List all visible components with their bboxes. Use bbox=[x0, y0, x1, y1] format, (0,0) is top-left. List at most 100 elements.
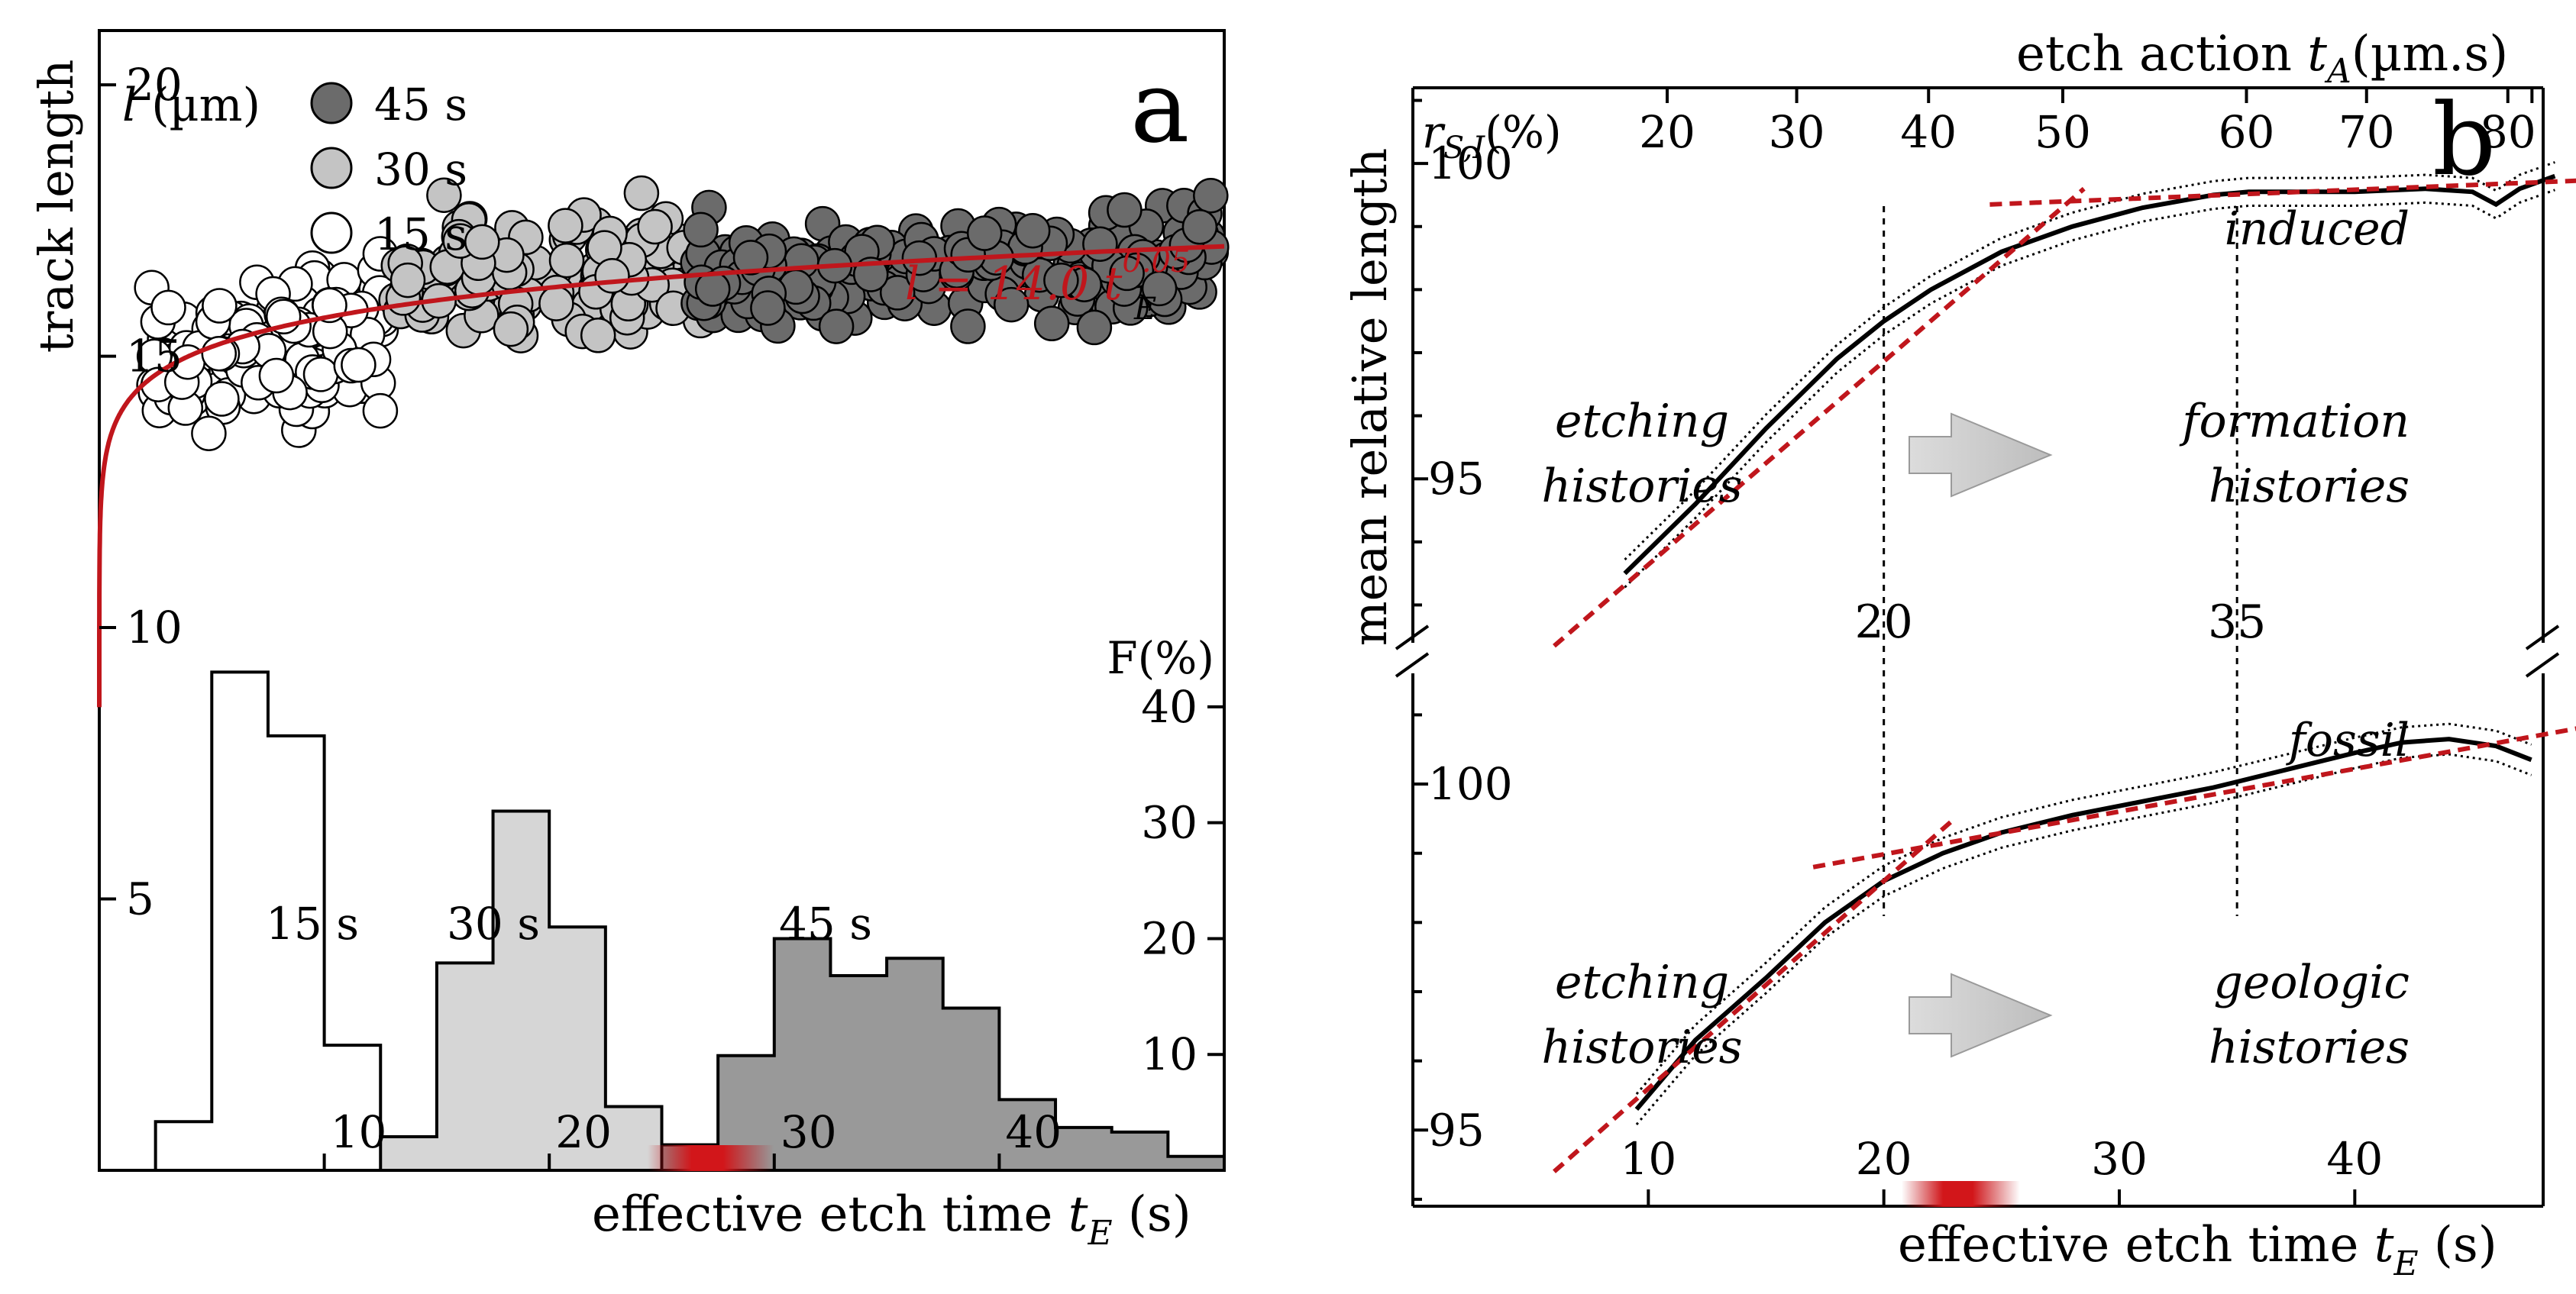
scatter-point-45s bbox=[966, 215, 1003, 251]
x-tick-label-10: 10 bbox=[331, 1106, 387, 1158]
panel-a: 20 15 10 5 40 30 20 10 10 20 30 40 a track length… bbox=[28, 29, 1230, 1253]
x-axis-title-b: effective etch time tE (s) bbox=[1898, 1217, 2497, 1283]
fossil-y-tick-label-100: 100 bbox=[1428, 758, 1513, 810]
annot-top-right-line2: histories bbox=[2209, 460, 2410, 513]
scatter-point-45s bbox=[750, 290, 786, 326]
panel-a-bottom-ticks: 10 20 30 40 bbox=[322, 1106, 1062, 1170]
x-tick-label-30: 30 bbox=[781, 1106, 837, 1158]
fossil-fit-line-1 bbox=[1553, 817, 1957, 1173]
top-tick-label-70: 70 bbox=[2338, 106, 2395, 158]
histogram-45s bbox=[660, 937, 1226, 1172]
panel-a-histograms bbox=[154, 670, 1226, 1172]
f-tick-label-10: 10 bbox=[1141, 1028, 1198, 1080]
hist-label-45s: 45 s bbox=[779, 898, 872, 950]
panel-a-right-ticks: 40 30 20 10 bbox=[1141, 681, 1224, 1080]
legend-marker-15s bbox=[310, 211, 353, 254]
induced-lower-bound bbox=[1624, 189, 2555, 589]
legend: 45 s 30 s 15 s bbox=[310, 79, 467, 260]
axis-break-right-2 bbox=[2525, 652, 2560, 678]
scatter-point-45s bbox=[1193, 177, 1229, 214]
annot-top-left-line2: histories bbox=[1541, 460, 1742, 513]
scatter-point-15s bbox=[150, 289, 186, 326]
y-unit-label: l (µm) bbox=[122, 79, 260, 132]
annot-bottom-right-line1: geologic bbox=[2213, 956, 2410, 1009]
f-tick-label-30: 30 bbox=[1141, 797, 1198, 849]
scatter-point-15s bbox=[204, 381, 240, 417]
scatter-point-30s bbox=[580, 318, 616, 353]
y-tick-label-15: 15 bbox=[126, 331, 183, 382]
hist-label-15s: 15 s bbox=[266, 898, 359, 950]
scatter-point-30s bbox=[548, 242, 585, 279]
right-axis-label-frequency: F(%) bbox=[1107, 632, 1214, 684]
panel-b-left-ticks: 100 95 100 95 bbox=[1413, 98, 1513, 1201]
b-x-tick-label-20: 20 bbox=[1856, 1133, 1912, 1185]
induced-y-tick-label-100: 100 bbox=[1428, 137, 1513, 189]
y-axis-title-track-length: track length bbox=[28, 60, 84, 353]
scatter-point-30s bbox=[637, 208, 673, 245]
scatter-point-45s bbox=[1014, 212, 1051, 249]
b-x-tick-label-30: 30 bbox=[2091, 1133, 2148, 1185]
scatter-point-30s bbox=[594, 258, 630, 294]
scatter-point-15s bbox=[302, 357, 339, 392]
scatter-point-30s bbox=[493, 311, 529, 347]
guide-label-20: 20 bbox=[1854, 595, 1912, 649]
panel-b-curves bbox=[1553, 161, 2576, 1173]
axis-break-left-1 bbox=[1395, 624, 1430, 650]
scatter-point-45s bbox=[950, 308, 986, 344]
scatter-point-15s bbox=[258, 357, 295, 394]
panel-b-vertical-guides: 20 35 bbox=[1854, 206, 2266, 916]
legend-marker-45s bbox=[310, 82, 353, 124]
panel-b-bottom-ticks: 10 20 30 40 bbox=[1620, 1133, 2383, 1206]
panel-b-label: b bbox=[2432, 82, 2496, 198]
scatter-point-45s bbox=[694, 271, 731, 307]
legend-label-30s: 30 s bbox=[374, 144, 467, 195]
y-axis-title-mean-relative-length: mean relative length bbox=[1342, 148, 1398, 646]
x-tick-label-20: 20 bbox=[555, 1106, 612, 1158]
fossil-upper-bound bbox=[1635, 722, 2532, 1096]
induced-y-tick-label-95: 95 bbox=[1428, 453, 1485, 505]
scatter-point-30s bbox=[426, 177, 462, 213]
y-tick-label-10: 10 bbox=[126, 602, 183, 653]
y-tick-label-5: 5 bbox=[126, 873, 154, 925]
label-induced: induced bbox=[2225, 202, 2410, 256]
panel-a-scatter bbox=[134, 175, 1230, 451]
scatter-point-45s bbox=[818, 308, 855, 344]
b-x-tick-label-40: 40 bbox=[2326, 1133, 2383, 1185]
axis-break-marks bbox=[1395, 624, 2560, 678]
scatter-point-15s bbox=[362, 392, 399, 429]
scatter-point-45s bbox=[993, 286, 1029, 323]
scatter-point-45s bbox=[683, 211, 719, 248]
legend-marker-30s bbox=[310, 147, 353, 189]
r-axis-label: rS,I(%) bbox=[1422, 106, 1562, 166]
scatter-point-45s bbox=[1109, 255, 1145, 292]
scatter-point-45s bbox=[1043, 262, 1079, 298]
legend-label-15s: 15 s bbox=[374, 208, 467, 260]
scatter-point-45s bbox=[879, 275, 916, 311]
axis-break-right-1 bbox=[2525, 624, 2560, 650]
scatter-point-45s bbox=[1181, 209, 1218, 245]
induced-mean-curve bbox=[1623, 173, 2556, 576]
b-x-tick-label-10: 10 bbox=[1620, 1133, 1676, 1185]
induced-fit-line-1 bbox=[1553, 186, 2086, 648]
scatter-point-45s bbox=[1082, 226, 1118, 262]
annot-top-right-line1: formation bbox=[2179, 395, 2410, 448]
top-tick-label-80: 80 bbox=[2480, 106, 2536, 158]
scatter-point-30s bbox=[538, 286, 574, 321]
scatter-point-30s bbox=[548, 208, 583, 244]
arrow-icon-bottom bbox=[1909, 973, 2053, 1058]
scatter-point-45s bbox=[1107, 192, 1143, 228]
fossil-y-tick-label-95: 95 bbox=[1428, 1104, 1485, 1156]
scatter-point-45s bbox=[1141, 270, 1178, 307]
top-tick-label-60: 60 bbox=[2219, 106, 2275, 158]
scatter-point-15s bbox=[191, 415, 227, 451]
etch-time-highlight-b bbox=[1902, 1181, 2020, 1207]
top-tick-label-20: 20 bbox=[1639, 106, 1695, 158]
f-tick-label-20: 20 bbox=[1141, 912, 1198, 964]
scatter-point-30s bbox=[623, 175, 660, 211]
top-tick-label-50: 50 bbox=[2035, 106, 2091, 158]
x-tick-label-40: 40 bbox=[1005, 1106, 1062, 1158]
panel-a-left-ticks: 20 15 10 5 bbox=[99, 59, 183, 925]
label-fossil: fossil bbox=[2286, 714, 2410, 767]
histogram-30s bbox=[379, 809, 720, 1172]
